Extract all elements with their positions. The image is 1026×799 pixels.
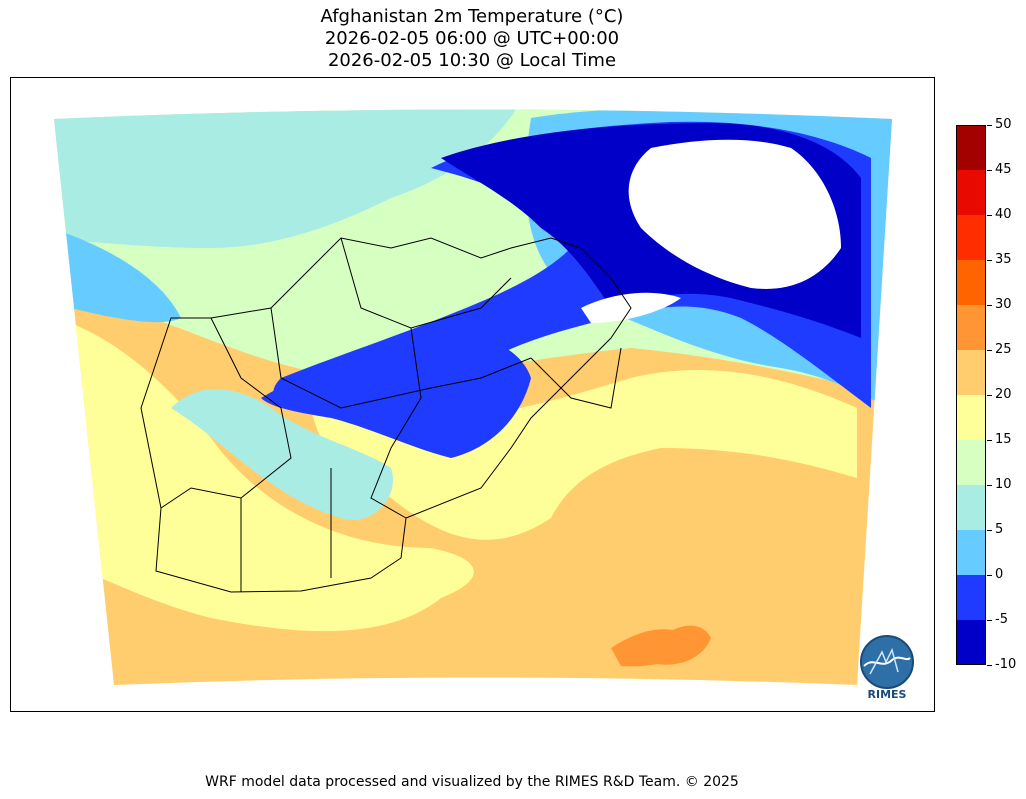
temp-band-25-30-2 (651, 625, 711, 665)
title-line-1: Afghanistan 2m Temperature (°C) (320, 6, 624, 27)
rimes-logo: RIMES (860, 635, 914, 701)
colorbar-swatch (956, 485, 986, 531)
colorbar-tick-label: 25 (995, 342, 1012, 357)
colorbar-swatch (956, 440, 986, 486)
colorbar-swatch (956, 530, 986, 576)
colorbar-tick-mark (987, 170, 992, 171)
map-frame (10, 77, 935, 712)
temp-band-15-20-east (311, 369, 857, 540)
colorbar-tick-label: -5 (995, 612, 1008, 627)
temp-band-15-20 (54, 308, 474, 632)
colorbar-tick-mark (987, 395, 992, 396)
province-boundaries (140, 237, 632, 593)
colorbar-swatch (956, 575, 986, 621)
colorbar-tick-label: 35 (995, 252, 1012, 267)
colorbar-tick-mark (987, 530, 992, 531)
colorbar (956, 125, 986, 666)
logo-text: RIMES (868, 688, 907, 701)
temp-band-5-10 (54, 109, 531, 248)
title-line-2: 2026-02-05 06:00 @ UTC+00:00 (324, 28, 620, 49)
colorbar-swatch (956, 260, 986, 306)
footer-credit: WRF model data processed and visualized … (205, 774, 739, 790)
colorbar-tick-label: 20 (995, 387, 1012, 402)
colorbar-swatch (956, 125, 986, 171)
temp-band-5-10-south (171, 389, 393, 520)
colorbar-swatch (956, 620, 986, 666)
colorbar-tick-mark (987, 215, 992, 216)
colorbar-tick-mark (987, 575, 992, 576)
temp-band-minus5-0-core (261, 335, 531, 458)
colorbar-tick-mark (987, 620, 992, 621)
colorbar-tick-label: 0 (995, 567, 1004, 582)
colorbar-swatch (956, 395, 986, 441)
colorbar-tick-label: 50 (995, 117, 1012, 132)
colorbar-swatches (956, 125, 986, 666)
colorbar-tick-label: 45 (995, 162, 1012, 177)
colorbar-tick-label: 15 (995, 432, 1012, 447)
colorbar-swatch (956, 350, 986, 396)
colorbar-tick-mark (987, 260, 992, 261)
colorbar-tick-mark (987, 440, 992, 441)
colorbar-tick-mark (987, 485, 992, 486)
below-range-area (628, 139, 841, 289)
colorbar-tick-label: 30 (995, 297, 1012, 312)
colorbar-tick-label: 10 (995, 477, 1012, 492)
colorbar-tick-mark (987, 665, 992, 666)
colorbar-swatch (956, 170, 986, 216)
chart-title: Afghanistan 2m Temperature (°C) 2026-02-… (0, 6, 944, 72)
colorbar-tick-mark (987, 125, 992, 126)
colorbar-tick-label: 40 (995, 207, 1012, 222)
colorbar-tick-mark (987, 350, 992, 351)
colorbar-tick-label: 5 (995, 522, 1004, 537)
title-line-3: 2026-02-05 10:30 @ Local Time (327, 50, 617, 71)
colorbar-swatch (956, 305, 986, 351)
colorbar-swatch (956, 215, 986, 261)
colorbar-border (956, 125, 986, 665)
temperature-map (54, 109, 892, 685)
colorbar-tick-label: -10 (995, 657, 1017, 672)
temp-band-0-5-west (54, 228, 181, 323)
colorbar-tick-mark (987, 305, 992, 306)
